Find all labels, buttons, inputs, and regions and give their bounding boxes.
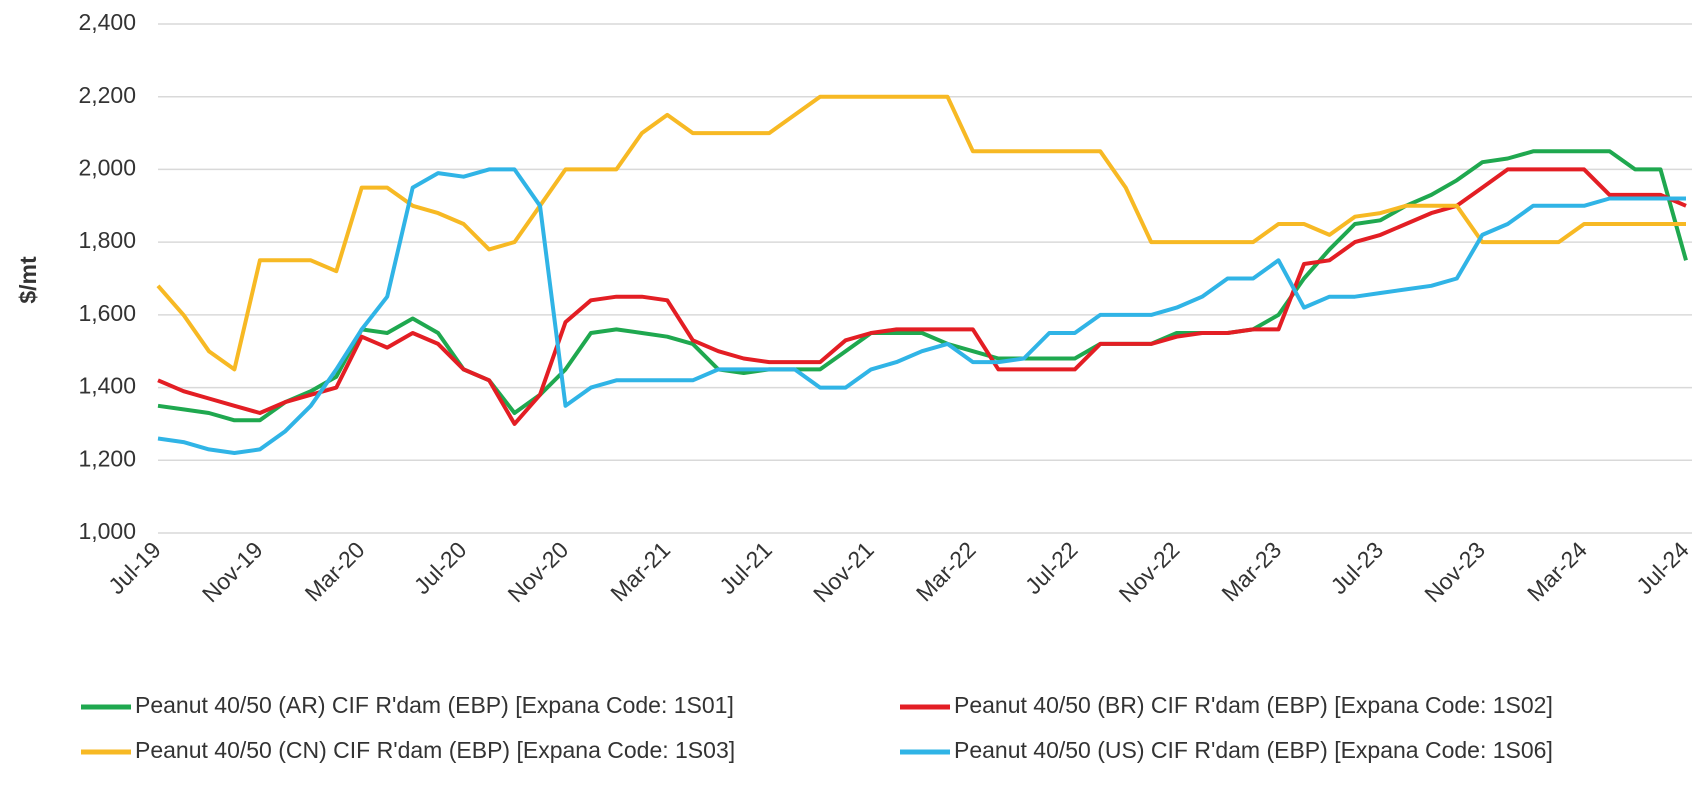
y-tick-label: 2,400 bbox=[78, 9, 136, 35]
x-tick-label: Mar-24 bbox=[1522, 536, 1592, 606]
x-tick-label: Jul-23 bbox=[1326, 536, 1389, 599]
x-tick-label: Mar-21 bbox=[605, 536, 675, 606]
legend-label: Peanut 40/50 (US) CIF R'dam (EBP) [Expan… bbox=[954, 737, 1553, 763]
series-line bbox=[157, 167, 1687, 426]
y-tick-label: 2,200 bbox=[78, 82, 136, 108]
x-tick-label: Mar-22 bbox=[911, 536, 981, 606]
x-tick-label: Mar-23 bbox=[1216, 536, 1286, 606]
y-tick-label: 1,400 bbox=[78, 373, 136, 399]
y-axis-title: $/mt bbox=[15, 256, 41, 304]
series-line bbox=[157, 149, 1688, 423]
y-tick-label: 1,000 bbox=[78, 518, 136, 544]
x-tick-label: Jul-22 bbox=[1020, 536, 1083, 599]
legend-label: Peanut 40/50 (AR) CIF R'dam (EBP) [Expan… bbox=[135, 692, 734, 718]
series-line bbox=[157, 167, 1686, 455]
x-tick-label: Nov-21 bbox=[808, 536, 879, 607]
y-tick-label: 1,800 bbox=[78, 227, 136, 253]
x-tick-label: Jul-20 bbox=[409, 536, 472, 599]
series-line bbox=[156, 94, 1686, 372]
legend-label: Peanut 40/50 (BR) CIF R'dam (EBP) [Expan… bbox=[954, 692, 1553, 718]
x-tick-label: Jul-21 bbox=[714, 536, 777, 599]
y-tick-label: 1,600 bbox=[78, 300, 136, 326]
y-tick-label: 2,000 bbox=[78, 155, 136, 181]
legend-label: Peanut 40/50 (CN) CIF R'dam (EBP) [Expan… bbox=[135, 737, 735, 763]
x-tick-label: Nov-20 bbox=[502, 536, 573, 607]
x-tick-label: Jul-24 bbox=[1631, 536, 1692, 599]
x-tick-label: Nov-19 bbox=[197, 536, 268, 607]
x-tick-label: Nov-22 bbox=[1114, 536, 1185, 607]
y-tick-label: 1,200 bbox=[78, 445, 136, 471]
x-tick-label: Nov-23 bbox=[1419, 536, 1490, 607]
x-tick-label: Mar-20 bbox=[300, 536, 370, 606]
x-tick-label: Jul-19 bbox=[103, 536, 166, 599]
